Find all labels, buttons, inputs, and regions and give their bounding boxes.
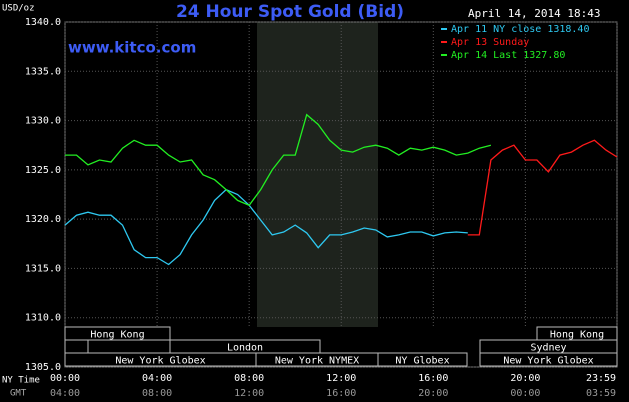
x2-tick-label: 16:00: [326, 388, 356, 399]
x2-tick-label: 12:00: [234, 388, 264, 399]
y-tick-label: 1335.0: [25, 66, 61, 77]
session-box: [87, 339, 171, 354]
y-tick-label: 1340.0: [25, 17, 61, 28]
x-tick-label: 12:00: [326, 373, 356, 384]
x-tick-label: 16:00: [418, 373, 448, 384]
x-axis-label: NY Time: [2, 376, 40, 386]
session-shade: [257, 22, 378, 327]
session-label: Sydney: [530, 343, 566, 354]
session-label: Hong Kong: [550, 330, 604, 341]
session-label: New York Globex: [503, 356, 593, 367]
x2-tick-label: 00:00: [510, 388, 540, 399]
series-line: [64, 188, 468, 266]
session-label: NY Globex: [395, 356, 449, 367]
y-tick-label: 1330.0: [25, 116, 61, 127]
y-axis-label: USD/oz: [2, 4, 35, 14]
x2-tick-label: 03:59: [586, 388, 616, 399]
x-tick-label: 20:00: [510, 373, 540, 384]
session-label: London: [227, 343, 263, 354]
y-tick-label: 1305.0: [25, 362, 61, 373]
x2-tick-label: 08:00: [142, 388, 172, 399]
y-tick-label: 1325.0: [25, 165, 61, 176]
y-tick-label: 1315.0: [25, 263, 61, 274]
y-tick-label: 1320.0: [25, 214, 61, 225]
series-line: [467, 139, 618, 236]
legend-label: Apr 14 Last 1327.80: [451, 50, 565, 61]
session-label: New York Globex: [115, 356, 205, 367]
x2-tick-label: 04:00: [50, 388, 80, 399]
x-tick-label: 00:00: [50, 373, 80, 384]
x-tick-label: 04:00: [142, 373, 172, 384]
x-tick-label: 08:00: [234, 373, 264, 384]
session-box: [64, 339, 89, 354]
chart-title: 24 Hour Spot Gold (Bid): [176, 2, 404, 22]
date: April 14, 2014 18:43: [468, 7, 600, 20]
session-label: Hong Kong: [90, 330, 144, 341]
session-box: [377, 352, 468, 367]
legend-label: Apr 11 NY close 1318.40: [451, 24, 589, 35]
series-line: [65, 113, 492, 207]
x-tick-label: 23:59: [586, 373, 616, 384]
watermark: www.kitco.com: [68, 39, 196, 57]
y-tick-label: 1310.0: [25, 313, 61, 324]
legend-label: Apr 13 Sunday: [451, 37, 529, 48]
x2-axis-label: GMT: [10, 389, 27, 399]
session-label: New York NYMEX: [275, 356, 359, 367]
session-box: [479, 352, 618, 367]
x2-tick-label: 20:00: [418, 388, 448, 399]
